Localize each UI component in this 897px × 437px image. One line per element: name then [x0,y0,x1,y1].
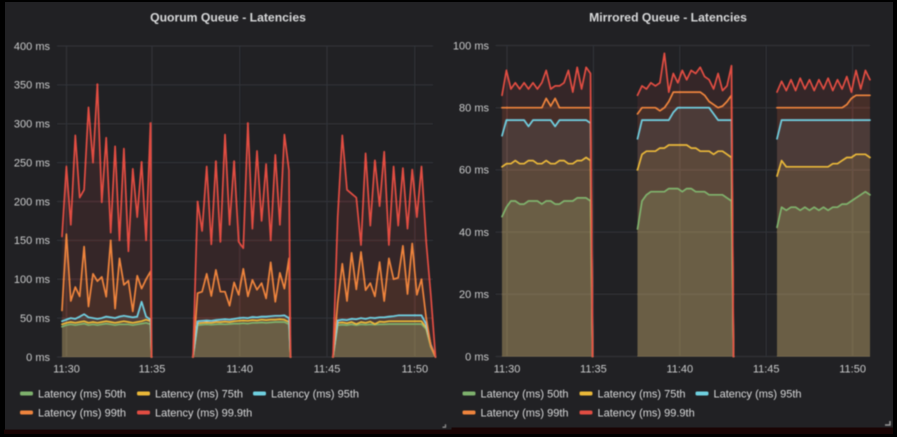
svg-text:400 ms: 400 ms [14,41,51,53]
svg-text:40 ms: 40 ms [459,227,489,239]
svg-text:Latency (ms) 75th: Latency (ms) 75th [598,389,686,401]
svg-text:Latency (ms) 95th: Latency (ms) 95th [271,389,359,401]
svg-text:Mirrored Queue - Latencies: Mirrored Queue - Latencies [589,11,747,25]
svg-text:11:45: 11:45 [314,364,341,376]
svg-text:80 ms: 80 ms [459,103,489,115]
svg-text:350 ms: 350 ms [14,80,51,92]
svg-text:11:45: 11:45 [753,364,780,376]
svg-text:250 ms: 250 ms [14,157,51,169]
svg-text:0 ms: 0 ms [465,351,489,363]
svg-text:11:40: 11:40 [666,364,693,376]
svg-text:0 ms: 0 ms [26,352,50,364]
svg-text:300 ms: 300 ms [14,119,51,131]
svg-text:150 ms: 150 ms [14,235,51,247]
svg-text:Latency (ms) 99.9th: Latency (ms) 99.9th [598,408,695,420]
svg-text:Quorum Queue - Latencies: Quorum Queue - Latencies [150,11,306,25]
svg-text:Latency (ms) 99th: Latency (ms) 99th [481,408,569,420]
svg-text:50 ms: 50 ms [20,313,50,325]
svg-text:Latency (ms) 50th: Latency (ms) 50th [481,389,569,401]
svg-text:100 ms: 100 ms [14,274,51,286]
svg-text:11:50: 11:50 [401,364,428,376]
svg-text:60 ms: 60 ms [459,165,489,177]
svg-text:20 ms: 20 ms [459,289,489,301]
svg-text:11:35: 11:35 [580,364,607,376]
svg-text:11:40: 11:40 [226,364,253,376]
svg-text:11:30: 11:30 [53,364,80,376]
svg-text:11:35: 11:35 [139,364,166,376]
svg-text:Latency (ms) 50th: Latency (ms) 50th [38,389,126,401]
svg-text:11:30: 11:30 [494,364,521,376]
svg-text:Latency (ms) 95th: Latency (ms) 95th [714,389,802,401]
svg-text:200 ms: 200 ms [14,196,51,208]
svg-text:Latency (ms) 99.9th: Latency (ms) 99.9th [155,408,252,420]
svg-text:11:50: 11:50 [839,364,866,376]
svg-text:Latency (ms) 99th: Latency (ms) 99th [38,408,126,420]
svg-text:Latency (ms) 75th: Latency (ms) 75th [155,389,243,401]
svg-text:100 ms: 100 ms [453,40,490,52]
